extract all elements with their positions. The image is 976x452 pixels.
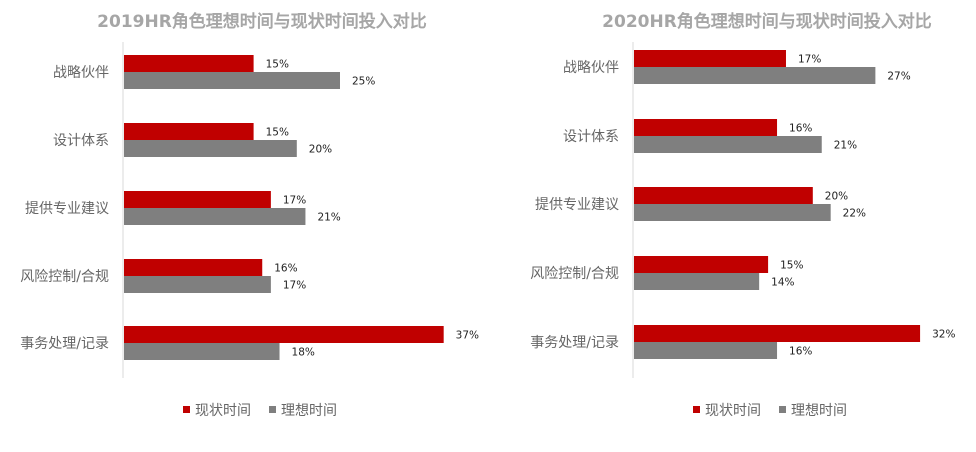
data-label: 15% <box>266 59 289 71</box>
data-label: 32% <box>932 329 955 341</box>
data-label: 17% <box>798 54 821 66</box>
category-label: 设计体系 <box>53 133 109 149</box>
ideal-time-bar <box>634 136 822 153</box>
data-label: 27% <box>887 71 910 83</box>
legend-label: 理想时间 <box>791 403 847 419</box>
data-label: 15% <box>266 127 289 139</box>
legend-swatch-current <box>693 406 700 413</box>
category-label: 提供专业建议 <box>535 197 619 213</box>
ideal-time-bar <box>124 208 306 225</box>
legend-label: 理想时间 <box>281 403 337 419</box>
ideal-time-bar <box>634 67 876 84</box>
chart-title: 2020HR角色理想时间与现状时间投入对比 <box>602 11 932 32</box>
data-label: 20% <box>825 191 848 203</box>
data-label: 17% <box>283 195 306 207</box>
data-label: 21% <box>834 140 857 152</box>
current-time-bar <box>634 50 786 67</box>
category-label: 战略伙伴 <box>53 65 109 81</box>
category-label: 设计体系 <box>563 129 619 145</box>
data-label: 18% <box>292 347 315 359</box>
data-label: 25% <box>352 76 375 88</box>
current-time-bar <box>124 259 263 276</box>
ideal-time-bar <box>124 140 297 157</box>
legend-swatch-ideal <box>269 406 276 413</box>
category-label: 风险控制/合规 <box>20 269 109 285</box>
ideal-time-bar <box>634 273 760 290</box>
data-label: 17% <box>283 280 306 292</box>
current-time-bar <box>124 55 254 72</box>
data-label: 16% <box>789 346 812 358</box>
current-time-bar <box>124 123 254 140</box>
current-time-bar <box>124 326 444 343</box>
current-time-bar <box>634 187 813 204</box>
legend-label: 现状时间 <box>195 403 251 419</box>
current-time-bar <box>634 256 769 273</box>
category-label: 战略伙伴 <box>563 60 619 76</box>
data-label: 15% <box>780 260 803 272</box>
data-label: 16% <box>789 123 812 135</box>
ideal-time-bar <box>124 276 271 293</box>
category-label: 事务处理/记录 <box>530 335 619 351</box>
category-label: 风险控制/合规 <box>530 266 619 282</box>
data-label: 21% <box>317 212 340 224</box>
chart-title: 2019HR角色理想时间与现状时间投入对比 <box>97 11 427 32</box>
category-label: 提供专业建议 <box>25 201 109 217</box>
category-label: 事务处理/记录 <box>20 336 109 352</box>
legend-swatch-current <box>183 406 190 413</box>
ideal-time-bar <box>634 342 778 359</box>
current-time-bar <box>634 119 778 136</box>
data-label: 22% <box>843 208 866 220</box>
current-time-bar <box>124 191 271 208</box>
ideal-time-bar <box>124 343 280 360</box>
ideal-time-bar <box>124 72 340 89</box>
current-time-bar <box>634 325 921 342</box>
data-label: 20% <box>309 144 332 156</box>
ideal-time-bar <box>634 204 831 221</box>
data-label: 14% <box>771 277 794 289</box>
legend-label: 现状时间 <box>705 403 761 419</box>
legend-swatch-ideal <box>779 406 786 413</box>
data-label: 16% <box>274 263 297 275</box>
data-label: 37% <box>456 330 479 342</box>
